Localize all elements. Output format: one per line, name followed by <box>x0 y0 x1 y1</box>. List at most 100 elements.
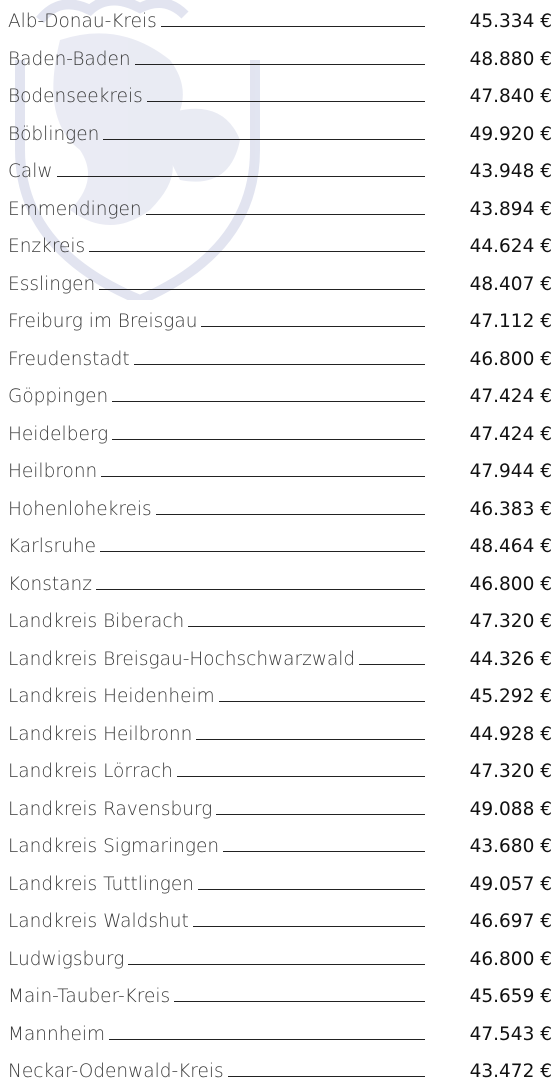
name-cell: Heilbronn <box>8 461 425 482</box>
name-cell: Landkreis Ravensburg <box>8 799 425 820</box>
district-name: Ludwigsburg <box>8 948 125 970</box>
leader-line <box>134 63 425 65</box>
name-cell: Konstanz <box>8 574 425 595</box>
row: Landkreis Breisgau-Hochschwarzwald 44.326… <box>0 641 557 679</box>
name-cell: Emmendingen <box>8 199 425 220</box>
leader-line <box>359 663 425 665</box>
leader-line <box>99 288 425 290</box>
row: Bodenseekreis 47.840 € <box>0 78 557 116</box>
amount: 49.057 € <box>469 873 552 895</box>
amount: 43.894 € <box>469 198 552 220</box>
name-cell: Göppingen <box>8 386 425 407</box>
name-cell: Main-Tauber-Kreis <box>8 986 425 1007</box>
leader-line <box>103 138 425 140</box>
leader-line <box>176 775 425 778</box>
district-name: Göppingen <box>8 386 109 408</box>
amount: 47.424 € <box>469 423 552 445</box>
row: Karlsruhe 48.464 € <box>0 528 557 566</box>
district-name: Landkreis Waldshut <box>8 911 189 933</box>
amount: 47.840 € <box>469 86 552 108</box>
row: Landkreis Heilbronn 44.928 € <box>0 716 557 754</box>
amount: 47.320 € <box>469 611 552 633</box>
amount: 47.112 € <box>469 311 552 333</box>
name-cell: Landkreis Tuttlingen <box>8 874 425 895</box>
district-name: Emmendingen <box>8 198 142 220</box>
amount: 46.800 € <box>469 948 552 970</box>
name-cell: Landkreis Heidenheim <box>8 686 425 707</box>
leader-line <box>160 25 425 28</box>
leader-line <box>196 738 425 740</box>
district-name: Mannheim <box>8 1023 106 1045</box>
row: Landkreis Sigmaringen 43.680 € <box>0 828 557 866</box>
district-name: Enzkreis <box>8 236 86 258</box>
district-name: Landkreis Tuttlingen <box>8 873 195 895</box>
district-name: Bodenseekreis <box>8 86 143 108</box>
amount: 46.383 € <box>469 498 552 520</box>
name-cell: Freudenstadt <box>8 349 425 370</box>
leader-line <box>101 475 425 478</box>
amount: 47.424 € <box>469 386 552 408</box>
row: Emmendingen 43.894 € <box>0 191 557 229</box>
leader-line <box>112 400 425 403</box>
amount: 43.472 € <box>469 1061 552 1083</box>
name-cell: Bodenseekreis <box>8 86 425 107</box>
leader-line <box>227 1075 425 1078</box>
district-name: Esslingen <box>8 273 96 295</box>
district-name: Freiburg im Breisgau <box>8 311 198 333</box>
district-name: Landkreis Sigmaringen <box>8 836 220 858</box>
amount: 46.800 € <box>469 348 552 370</box>
row: Heilbronn 47.944 € <box>0 453 557 491</box>
leader-line <box>109 1038 425 1040</box>
name-cell: Calw <box>8 161 425 182</box>
row: Heidelberg 47.424 € <box>0 416 557 454</box>
row: Göppingen 47.424 € <box>0 378 557 416</box>
row: Landkreis Tuttlingen 49.057 € <box>0 866 557 904</box>
name-cell: Heidelberg <box>8 424 425 445</box>
district-name: Heilbronn <box>8 461 98 483</box>
name-cell: Karlsruhe <box>8 536 425 557</box>
amount: 43.948 € <box>469 161 552 183</box>
leader-line <box>192 925 425 928</box>
row: Landkreis Ravensburg 49.088 € <box>0 791 557 829</box>
amount: 46.697 € <box>469 911 552 933</box>
name-cell: Landkreis Heilbronn <box>8 724 425 745</box>
name-cell: Baden-Baden <box>8 49 425 70</box>
row: Alb-Donau-Kreis 45.334 € <box>0 3 557 41</box>
leader-line <box>188 625 425 628</box>
name-cell: Böblingen <box>8 124 425 145</box>
row: Freiburg im Breisgau 47.112 € <box>0 303 557 341</box>
leader-line <box>89 250 425 253</box>
district-name: Karlsruhe <box>8 536 96 558</box>
district-name: Heidelberg <box>8 423 109 445</box>
district-name: Böblingen <box>8 123 100 145</box>
name-cell: Freiburg im Breisgau <box>8 311 425 332</box>
amount: 45.334 € <box>469 11 552 33</box>
district-name: Landkreis Biberach <box>8 611 185 633</box>
row: Mannheim 47.543 € <box>0 1016 557 1054</box>
leader-line <box>133 363 425 365</box>
district-name: Neckar-Odenwald-Kreis <box>8 1061 224 1083</box>
row: Böblingen 49.920 € <box>0 116 557 154</box>
amount: 43.680 € <box>469 836 552 858</box>
amount: 47.944 € <box>469 461 552 483</box>
row: Enzkreis 44.624 € <box>0 228 557 266</box>
row: Ludwigsburg 46.800 € <box>0 941 557 979</box>
name-cell: Landkreis Sigmaringen <box>8 836 425 857</box>
row: Landkreis Waldshut 46.697 € <box>0 903 557 941</box>
leader-line <box>201 325 425 328</box>
leader-line <box>155 513 425 515</box>
amount: 44.326 € <box>469 648 552 670</box>
leader-line <box>223 850 425 853</box>
amount: 46.800 € <box>469 573 552 595</box>
row: Freudenstadt 46.800 € <box>0 341 557 379</box>
leader-line <box>218 700 425 703</box>
name-cell: Landkreis Biberach <box>8 611 425 632</box>
name-cell: Hohenlohekreis <box>8 499 425 520</box>
leader-line <box>198 888 425 890</box>
district-name: Landkreis Lörrach <box>8 761 173 783</box>
district-name: Landkreis Breisgau-Hochschwarzwald <box>8 648 356 670</box>
amount: 49.088 € <box>469 798 552 820</box>
amount: 47.320 € <box>469 761 552 783</box>
row: Main-Tauber-Kreis 45.659 € <box>0 978 557 1016</box>
